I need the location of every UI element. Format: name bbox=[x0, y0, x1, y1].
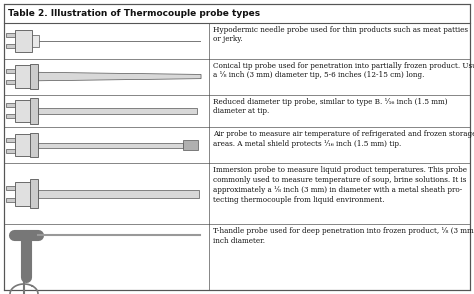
Bar bbox=[6, 44, 16, 48]
Text: Air probe to measure air temperature of refrigerated and frozen storage
areas. A: Air probe to measure air temperature of … bbox=[213, 130, 474, 148]
Bar bbox=[6, 33, 16, 37]
Polygon shape bbox=[38, 72, 201, 81]
Bar bbox=[30, 98, 38, 124]
Bar bbox=[6, 80, 16, 84]
Text: Reduced diameter tip probe, similar to type B. ¹⁄₁₆ inch (1.5 mm)
diameter at ti: Reduced diameter tip probe, similar to t… bbox=[213, 98, 447, 115]
Bar bbox=[30, 179, 38, 208]
Text: T-handle probe used for deep penetration into frozen product, ¹⁄₈ (3 mm)
inch di: T-handle probe used for deep penetration… bbox=[213, 227, 474, 245]
Bar bbox=[6, 149, 16, 153]
Text: Hypodermic needle probe used for thin products such as meat patties
or jerky.: Hypodermic needle probe used for thin pr… bbox=[213, 26, 468, 44]
Bar bbox=[6, 103, 16, 107]
Bar bbox=[6, 69, 16, 73]
Text: Table 2. Illustration of Thermocouple probe types: Table 2. Illustration of Thermocouple pr… bbox=[8, 9, 260, 18]
Bar bbox=[38, 190, 199, 198]
Bar bbox=[6, 198, 16, 202]
Bar bbox=[6, 114, 16, 118]
Bar bbox=[30, 133, 38, 157]
Bar bbox=[16, 100, 33, 122]
Text: Conical tip probe used for penetration into partially frozen product. Usually
a : Conical tip probe used for penetration i… bbox=[213, 61, 474, 79]
Bar bbox=[16, 182, 33, 206]
Bar bbox=[16, 29, 33, 52]
Bar bbox=[16, 66, 33, 88]
Bar bbox=[183, 140, 198, 151]
Bar bbox=[38, 108, 197, 114]
Bar bbox=[30, 64, 38, 89]
Bar bbox=[6, 186, 16, 190]
Text: Immersion probe to measure liquid product temperatures. This probe
commonly used: Immersion probe to measure liquid produc… bbox=[213, 166, 467, 204]
Bar bbox=[16, 134, 33, 156]
Bar bbox=[33, 35, 39, 46]
Bar bbox=[6, 138, 16, 142]
Bar bbox=[38, 143, 183, 148]
